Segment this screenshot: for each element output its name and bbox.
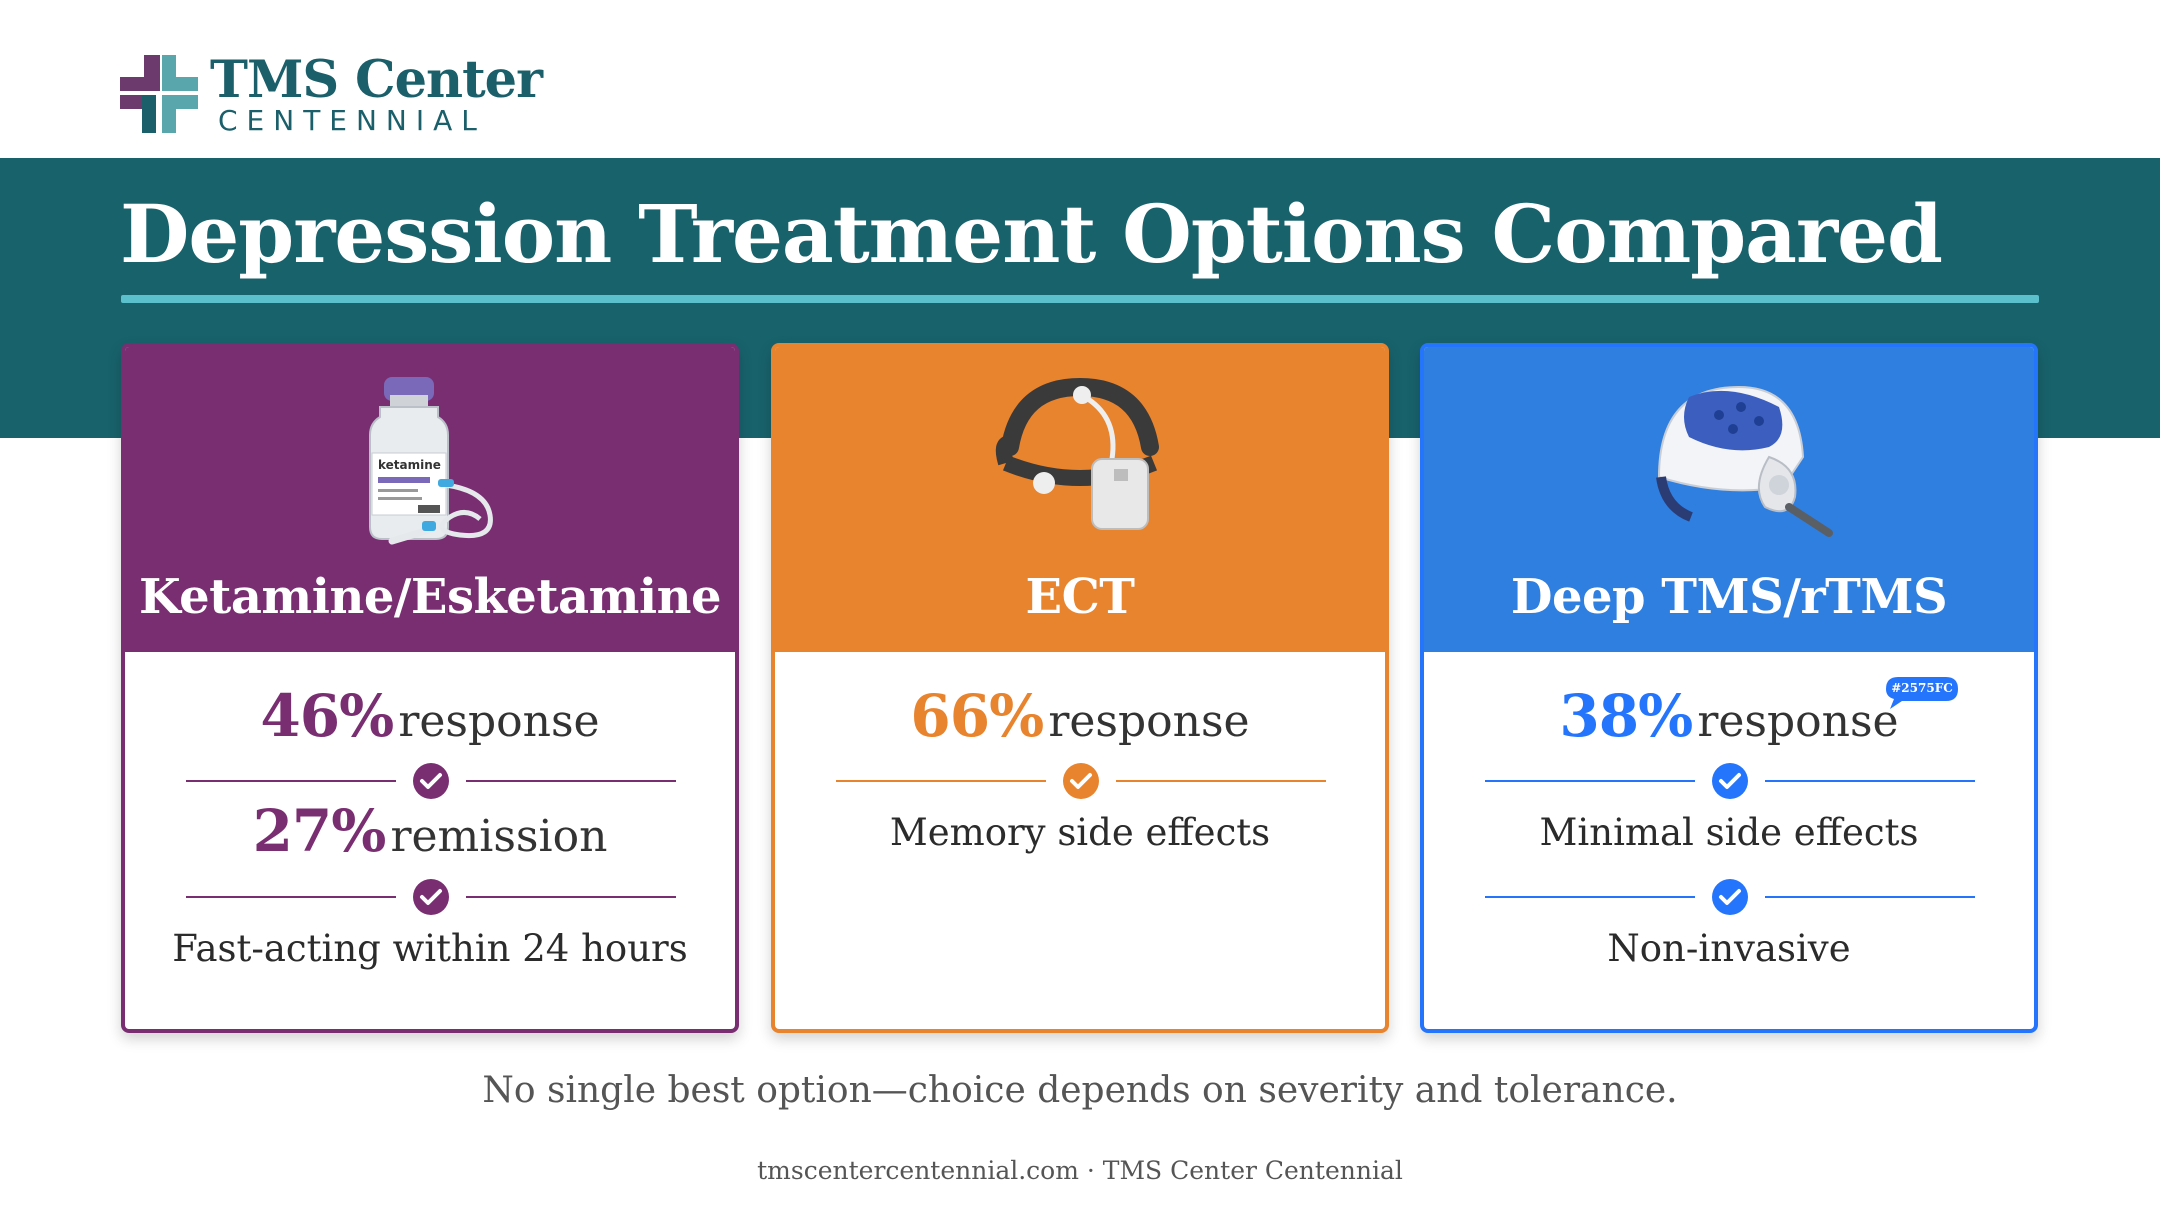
color-tag-text: #2575FC: [1891, 681, 1953, 695]
brand-logo: TMS Center CENTENNIAL: [120, 50, 543, 137]
ketamine-response-value: 46%: [260, 682, 394, 750]
divider: [186, 762, 676, 800]
ect-response: 66% response: [775, 682, 1385, 750]
title-underline: [121, 295, 2039, 303]
divider: [836, 762, 1326, 800]
card-ketamine: ketamine Ketamine/Esketamine 46% respons…: [121, 343, 739, 1033]
tms-note-1: Minimal side effects: [1539, 811, 1919, 854]
tms-helmet-icon: [1656, 385, 1833, 537]
card-ketamine-header: ketamine Ketamine/Esketamine: [125, 347, 735, 652]
ketamine-remission-label: remission: [390, 811, 608, 862]
ect-response-value: 66%: [910, 682, 1044, 750]
check-icon: [1712, 763, 1748, 799]
card-ect-header: ECT: [775, 347, 1385, 652]
card-tms-title: Deep TMS/rTMS: [1510, 569, 1948, 625]
tms-response-value: 38%: [1559, 682, 1693, 750]
ect-headband-icon: [995, 377, 1159, 530]
tms-note-2: Non-invasive: [1607, 927, 1851, 970]
card-ketamine-title: Ketamine/Esketamine: [138, 569, 722, 625]
ketamine-remission-value: 27%: [252, 797, 387, 865]
ketamine-response: 46% response: [125, 682, 735, 750]
credit-line: tmscentercentennial.com · TMS Center Cen…: [757, 1156, 1403, 1185]
brand-subname: CENTENNIAL: [218, 104, 486, 137]
card-tms-header: Deep TMS/rTMS: [1424, 347, 2034, 652]
ketamine-remission: 27% remission: [125, 797, 735, 865]
check-icon: [1712, 879, 1748, 915]
tms-response-label: response: [1697, 696, 1899, 747]
ketamine-note: Fast-acting within 24 hours: [172, 927, 688, 970]
check-icon: [413, 879, 449, 915]
vial-label: ketamine: [378, 458, 441, 472]
divider: [1485, 878, 1975, 916]
ect-note: Memory side effects: [889, 811, 1271, 854]
divider: [186, 878, 676, 916]
ketamine-response-label: response: [398, 696, 600, 747]
ketamine-vial-icon: ketamine: [369, 377, 493, 545]
check-icon: [1063, 763, 1099, 799]
speech-bubble-icon: [1886, 677, 1958, 709]
divider: [1485, 762, 1975, 800]
color-tag: #2575FC: [1884, 675, 1960, 709]
check-icon: [413, 763, 449, 799]
footnote: No single best option—choice depends on …: [482, 1070, 1678, 1111]
card-ect-title: ECT: [1025, 569, 1135, 625]
brand-name: TMS Center: [210, 50, 543, 110]
page-title: Depression Treatment Options Compared: [120, 187, 1943, 281]
cross-logo-icon: [120, 55, 198, 133]
card-ect: ECT 66% response Memory side effects: [771, 343, 1389, 1033]
tms-response: 38% response: [1424, 682, 2034, 750]
ect-response-label: response: [1048, 696, 1250, 747]
